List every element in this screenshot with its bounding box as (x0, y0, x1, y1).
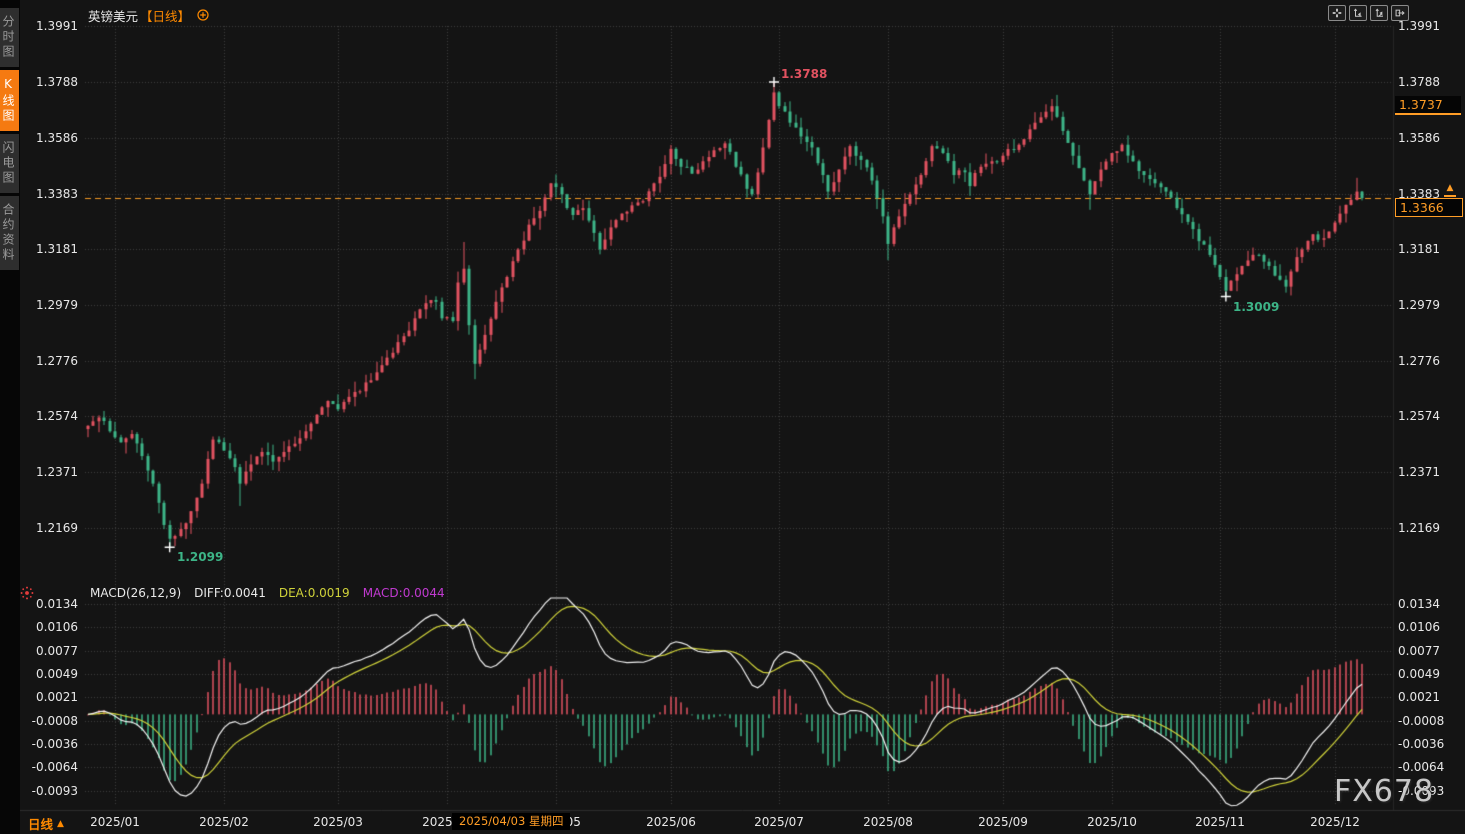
move-icon[interactable] (1328, 5, 1346, 21)
fit-axis-right-icon[interactable] (1370, 5, 1388, 21)
indicator-settings-icon[interactable] (20, 585, 34, 604)
price-tick-left: 1.3788 (36, 75, 78, 89)
shift-right-icon[interactable] (1391, 5, 1409, 21)
macd-tick-left: -0.0036 (31, 737, 78, 751)
price-tick-left: 1.3991 (36, 19, 78, 33)
price-tick-left: 1.3383 (36, 187, 78, 201)
low-price-annotation-jan: 1.2099 (177, 550, 224, 564)
macd-tick-right: -0.0064 (1398, 760, 1445, 774)
scroll-to-latest-marker[interactable]: ▲ (1444, 183, 1456, 197)
price-tick-right: 1.3181 (1398, 242, 1440, 256)
macd-tick-left: -0.0093 (31, 784, 78, 798)
macd-tick-right: 0.0106 (1398, 620, 1440, 634)
fit-axis-left-icon[interactable] (1349, 5, 1367, 21)
macd-diff-value: DIFF:0.0041 (194, 586, 266, 600)
macd-tick-left: 0.0049 (36, 667, 78, 681)
macd-tick-left: 0.0077 (36, 644, 78, 658)
selected-date-tag: 2025/04/03 星期四 (452, 813, 571, 830)
chevron-up-icon: ▲ (57, 818, 64, 829)
price-tick-right: 1.2574 (1398, 409, 1440, 423)
price-tick-left: 1.2776 (36, 354, 78, 368)
sidebar-item-time-chart[interactable]: 分时图 (0, 8, 19, 67)
sidebar-item-lightning-chart[interactable]: 闪电图 (0, 134, 19, 193)
macd-tick-right: 0.0021 (1398, 690, 1440, 704)
macd-tick-left: 0.0134 (36, 597, 78, 611)
macd-tick-right: 0.0049 (1398, 667, 1440, 681)
sidebar-item-contract-info[interactable]: 合约资料 (0, 196, 19, 270)
period-selector-label: 日线 (28, 817, 54, 832)
date-label: 2025/09 (978, 815, 1028, 829)
date-label: 2025/08 (863, 815, 913, 829)
macd-dea-value: DEA:0.0019 (278, 586, 350, 600)
date-label: 2025/11 (1195, 815, 1245, 829)
price-tick-right: 1.2371 (1398, 465, 1440, 479)
price-tick-right: 1.2979 (1398, 298, 1440, 312)
price-tick-right: 1.3991 (1398, 19, 1440, 33)
macd-tick-right: -0.0036 (1398, 737, 1445, 751)
price-tick-right: 1.2776 (1398, 354, 1440, 368)
date-label: 2025/07 (754, 815, 804, 829)
price-tick-left: 1.2979 (36, 298, 78, 312)
chart-toolbar (1328, 5, 1409, 21)
macd-tick-right: 0.0077 (1398, 644, 1440, 658)
price-tick-right: 1.2169 (1398, 521, 1440, 535)
period-selector[interactable]: 日线 ▲ (28, 814, 64, 833)
date-label: 2025/01 (90, 815, 140, 829)
date-label: 2025/10 (1087, 815, 1137, 829)
date-label: 2025/02 (199, 815, 249, 829)
price-tick-right: 1.3788 (1398, 75, 1440, 89)
fx678-watermark: FX678 (1334, 774, 1435, 809)
macd-tick-left: 0.0021 (36, 690, 78, 704)
price-tick-left: 1.3586 (36, 131, 78, 145)
macd-header: MACD(26,12,9) DIFF:0.0041 DEA:0.0019 MAC… (90, 586, 445, 600)
crosshair-price-tag: 1.3737 (1395, 96, 1461, 115)
high-price-annotation: 1.3788 (781, 67, 828, 81)
price-tick-left: 1.2574 (36, 409, 78, 423)
symbol-title: 英镑美元 (88, 8, 139, 24)
price-tick-left: 1.2169 (36, 521, 78, 535)
macd-tick-right: -0.0093 (1398, 784, 1445, 798)
date-label: 2025/06 (646, 815, 696, 829)
macd-tick-left: -0.0008 (31, 714, 78, 728)
price-tick-left: 1.2371 (36, 465, 78, 479)
last-price-tag: 1.3366 (1395, 198, 1463, 217)
macd-tick-right: -0.0008 (1398, 714, 1445, 728)
price-tick-right: 1.3586 (1398, 131, 1440, 145)
date-label: 2025/12 (1310, 815, 1360, 829)
low-price-annotation-nov: 1.3009 (1233, 300, 1280, 314)
price-tick-right: 1.3383 (1398, 187, 1440, 201)
date-label: 2025/03 (313, 815, 363, 829)
sidebar-item-kline-chart[interactable]: K线图 (0, 70, 19, 131)
macd-tick-left: -0.0064 (31, 760, 78, 774)
add-indicator-icon[interactable] (197, 9, 209, 21)
period-tag: 【日线】 (140, 8, 191, 24)
sidebar: 分时图 K线图 闪电图 合约资料 (0, 0, 20, 834)
macd-params-label: MACD(26,12,9) (90, 586, 182, 600)
macd-tick-left: 0.0106 (36, 620, 78, 634)
chart-title-row: 英镑美元 【日线】 (88, 7, 209, 24)
price-tick-left: 1.3181 (36, 242, 78, 256)
macd-tick-right: 0.0134 (1398, 597, 1440, 611)
macd-macd-value: MACD:0.0044 (362, 586, 445, 600)
